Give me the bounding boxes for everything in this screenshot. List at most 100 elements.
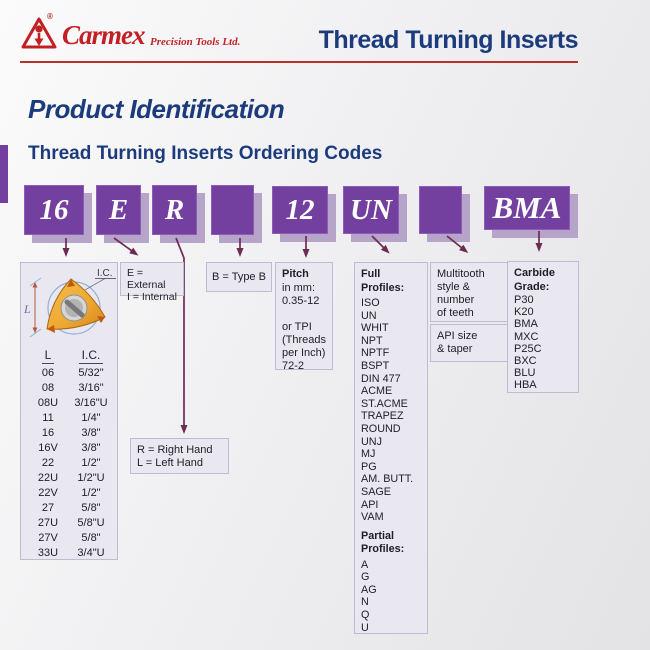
l-value: 33U [37,547,59,559]
profile-item: WHIT [361,322,389,335]
table-row: 16V 3/8" [31,441,117,456]
carbide-panel: Carbide Grade: P30 K20 BMA MXC P25C BXC BLU HBA [507,261,579,393]
insert-diagram: L I.C. [23,268,116,338]
legend-line: number [437,294,475,306]
insert-size-panel: L I.C. L I.C. 06 5/32" 08 3/16" 08U 3/16… [20,262,118,560]
multitooth-panel: Multitooth style & number of teeth [430,262,513,322]
table-row: 08 3/16" [31,381,117,396]
table-row: 22V 1/2" [31,486,117,501]
code-box-hand: R [152,185,197,235]
code-box-external-internal: E [96,185,141,235]
api-panel: API size & taper [430,324,513,362]
l-dim-label: L [23,302,31,316]
profile-item: VAM [361,511,384,524]
section-title: Product Identification [28,94,285,124]
profile-item: ST.ACME [361,397,408,410]
profile-item: NPT [361,334,383,347]
profile-item: SAGE [361,485,392,498]
full-profiles-title: Full Profiles: [361,268,405,294]
profile-item: TRAPEZ [361,410,404,423]
legend-line: style & [437,281,471,293]
profile-item: ACME [361,385,393,398]
ic-value: 1/2"U [77,472,105,484]
legend-line: per Inch) [282,346,326,359]
profile-item: AG [361,583,377,596]
profile-item: BSPT [361,359,390,372]
profile-item: API [361,498,379,511]
legend-line: or TPI [282,320,312,333]
legend-line: API size [437,330,478,342]
code-box-multitooth [419,186,462,234]
ic-value: 1/4" [81,412,101,424]
pitch-title: Pitch [282,268,309,280]
page-title: Thread Turning Inserts [318,26,579,54]
table-row: 08U 3/16"U [31,396,117,411]
profile-item: DIN 477 [361,372,401,385]
table-row: 27U 5/8"U [31,516,117,531]
ic-value: 3/16"U [74,397,108,409]
profile-item: ISO [361,297,380,309]
grade-item: K20 [514,306,534,319]
ic-value: 3/16" [78,382,104,394]
profile-item: ROUND [361,422,401,435]
code-box-type [211,185,254,235]
l-value: 16V [38,442,58,454]
legend-line: L = Left Hand [137,457,203,469]
ic-value: 5/8"U [77,517,105,529]
table-row: 16 3/8" [31,426,117,441]
ic-value: 5/8" [81,502,101,514]
pitch-panel: Pitch in mm: 0.35-12 or TPI (Threads per Inc… [275,262,333,373]
legend-line [282,308,328,321]
size-table: L I.C. 06 5/32" 08 3/16" 08U 3/16"U 11 1… [21,349,117,561]
legend-line: E = External [127,267,166,291]
legend-line: in mm: [282,281,315,294]
profile-item: MJ [361,448,376,461]
legend-line: 0.35-12 [282,294,320,307]
registered-trademark: ® [47,12,53,21]
ic-value: 3/8" [81,442,101,454]
table-row: 33U 3/4"U [31,546,117,561]
l-value: 27 [41,502,55,514]
legend-line: of teeth [437,307,474,319]
accent-bar [0,145,8,203]
l-value: 08U [37,397,59,409]
l-value: 11 [42,412,54,424]
table-row: 06 5/32" [31,366,117,381]
profile-item: A [361,558,369,571]
profile-item: N [361,596,369,609]
l-value: 27V [38,532,58,544]
legend-line: 72-2 [282,359,305,372]
profile-item: UN [361,309,377,322]
legend-line: B = Type B [212,270,266,283]
l-value: 22V [38,487,58,499]
code-box-size: 16 [24,185,84,235]
profile-item: G [361,571,370,584]
l-value: 16 [41,427,55,439]
legend-line: (Threads [282,333,327,346]
l-value: 22U [37,472,59,484]
size-table-header-ic: I.C. [78,349,104,364]
carmex-logo-icon [21,17,57,49]
size-table-header-l: L [41,349,55,364]
ic-value: 1/2" [81,487,101,499]
grade-item: BMA [514,318,538,331]
grade-item: MXC [514,330,539,343]
grade-item: BLU [514,367,536,380]
grade-item: P25C [514,342,542,355]
profile-item: UNJ [361,435,382,448]
table-row: 22 1/2" [31,456,117,471]
l-value: 06 [41,367,55,379]
ic-value: 5/8" [81,532,101,544]
legend-line: I = Internal [127,291,177,303]
carbide-title: Carbide Grade: [514,267,555,293]
legend-line: Multitooth [437,268,485,280]
legend-line: & taper [437,343,473,355]
ic-label: I.C. [97,268,113,279]
ic-value: 3/8" [81,427,101,439]
carbide-grades: P30 K20 BMA MXC P25C BXC BLU HBA [514,294,574,392]
code-box-grade: BMA [484,186,570,230]
profiles-panel: Full Profiles: ISO UN WHIT NPT NPTF BSPT DIN 4… [354,262,428,634]
full-profiles-list: ISO UN WHIT NPT NPTF BSPT DIN 477 ACME ST.ACME TR… [361,297,423,524]
pitch-lines: in mm: 0.35-12 or TPI (Threads per Inch) 72-2 [282,282,328,373]
grade-item: P30 [514,294,534,306]
